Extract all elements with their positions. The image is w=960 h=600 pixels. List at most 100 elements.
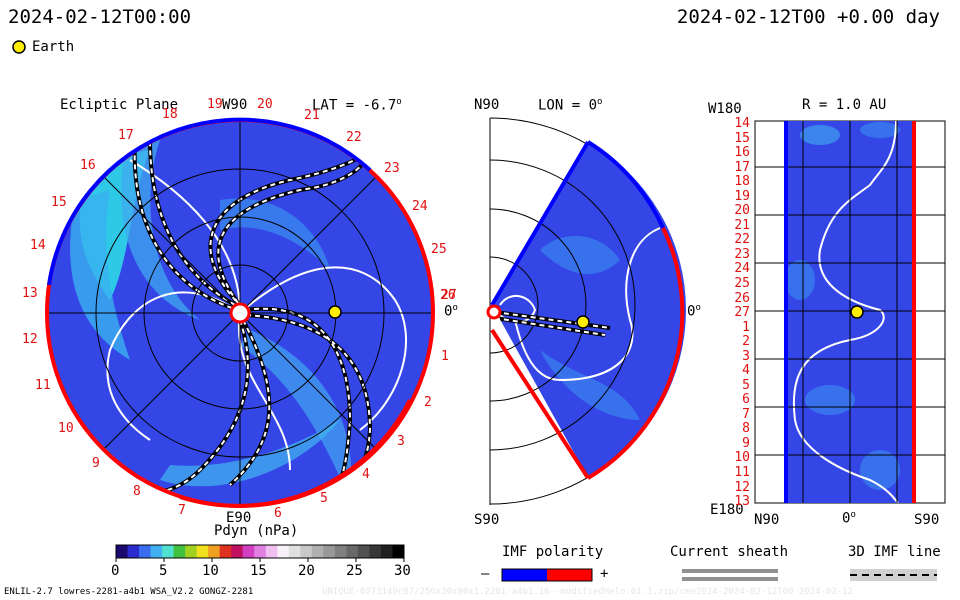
colorbar-swatch <box>208 545 221 558</box>
radial-y-label: 5 <box>742 377 750 393</box>
meridional-right-label: 0o <box>687 303 701 320</box>
colorbar-swatch <box>277 545 290 558</box>
footer-model-info: ENLIL-2.7 lowres-2281-a4b1 WSA_V2.2 GONG… <box>4 587 254 597</box>
imf-line-title: 3D IMF line <box>848 544 941 560</box>
imf-positive-swatch <box>547 569 592 581</box>
ecliptic-top-label: W90 <box>222 97 248 113</box>
radial-y-label: 4 <box>742 363 750 379</box>
carrington-label: 5 <box>320 491 328 506</box>
colorbar-swatch <box>265 545 278 558</box>
colorbar-swatch <box>288 545 301 558</box>
colorbar-swatch <box>334 545 347 558</box>
radial-y-label: 23 <box>734 246 750 262</box>
ecliptic-title: Ecliptic Plane <box>60 97 179 113</box>
colorbar-swatch <box>392 545 405 558</box>
colorbar-swatch <box>173 545 186 558</box>
colorbar-swatch <box>196 545 209 558</box>
carrington-label: 26 <box>440 288 456 303</box>
earth-marker-meridional <box>576 315 590 329</box>
earth-marker-ecliptic <box>328 305 342 319</box>
colorbar-swatch <box>254 545 267 558</box>
colorbar-tick-label: 25 <box>346 563 363 579</box>
radial-bottom-label: E180 <box>710 502 744 518</box>
radial-y-label: 14 <box>734 116 750 131</box>
imf-plus-label: + <box>600 566 609 582</box>
ecliptic-rim-negative <box>47 117 372 286</box>
colorbar-title: Pdyn (nPa) <box>214 523 299 539</box>
carrington-label: 8 <box>133 484 141 499</box>
carrington-label: 23 <box>384 161 400 176</box>
ecliptic-right-label: 0o <box>444 303 458 320</box>
radial-y-label: 15 <box>734 130 750 146</box>
radial-y-label: 21 <box>734 217 750 233</box>
radial-y-label: 24 <box>734 261 750 277</box>
radial-top-label: W180 <box>708 101 742 117</box>
carrington-label: 21 <box>304 108 320 123</box>
radial-y-label: 12 <box>734 479 750 495</box>
right-timestamp: 2024-02-12T00 +0.00 day <box>676 6 940 28</box>
carrington-label: 4 <box>362 467 370 482</box>
colorbar-swatch <box>116 545 129 558</box>
sun-marker-meridional <box>486 304 502 320</box>
carrington-label: 3 <box>397 434 405 449</box>
ecliptic-bottom-label: E90 <box>226 510 252 526</box>
imf-minus-label: – <box>481 566 490 582</box>
colorbar-ticks <box>115 558 405 562</box>
pdyn-colorbar <box>115 544 405 559</box>
carrington-label: 6 <box>274 506 282 521</box>
current-sheath-swatch <box>682 569 778 573</box>
radial-y-label: 3 <box>742 348 750 364</box>
meridional-bottom-label: S90 <box>474 512 500 528</box>
footer-run-id: UNIQUE-0273149c87/256x30x90x1.2281-a4b1.… <box>322 587 854 597</box>
imf-negative-swatch <box>502 569 547 581</box>
radial-y-label: 18 <box>734 174 750 190</box>
carrington-label: 1 <box>441 349 449 364</box>
radial-y-label: 13 <box>734 494 750 509</box>
carrington-label: 27 <box>441 288 457 303</box>
radial-y-label: 25 <box>734 275 750 291</box>
carrington-label: 7 <box>178 503 186 518</box>
sun-marker <box>229 302 251 324</box>
carrington-label: 11 <box>35 378 51 393</box>
radial-panel <box>754 120 946 504</box>
radial-y-label: 27 <box>734 305 750 320</box>
colorbar-swatch <box>346 545 359 558</box>
carrington-label: 15 <box>51 195 67 210</box>
colorbar-swatch <box>323 545 336 558</box>
radial-x-label: N90 <box>754 512 780 528</box>
carrington-label: 16 <box>80 158 96 173</box>
radial-y-label: 26 <box>734 290 750 306</box>
colorbar-swatch <box>150 545 163 558</box>
radial-title: R = 1.0 AU <box>802 97 887 113</box>
colorbar-swatch <box>311 545 324 558</box>
radial-y-label: 8 <box>742 421 750 437</box>
colorbar-swatch <box>231 545 244 558</box>
meridional-panel <box>486 117 686 505</box>
radial-y-label: 17 <box>734 159 750 175</box>
meridional-lon-label: LON = 0o <box>538 97 603 114</box>
colorbar-tick-label: 10 <box>202 563 219 579</box>
colorbar-swatch <box>242 545 255 558</box>
carrington-label: 19 <box>207 97 223 112</box>
ecliptic-plane-panel <box>45 117 435 508</box>
colorbar-swatch <box>357 545 370 558</box>
colorbar-swatch <box>127 545 140 558</box>
radial-y-label: 9 <box>742 435 750 451</box>
radial-y-label: 10 <box>734 450 750 466</box>
ecliptic-lat-label: LAT = -6.7o <box>312 97 402 114</box>
carrington-label: 17 <box>118 128 134 143</box>
colorbar-swatch <box>139 545 152 558</box>
carrington-label: 2 <box>424 395 432 410</box>
colorbar-tick-label: 20 <box>298 563 315 579</box>
left-timestamp: 2024-02-12T00:00 <box>8 6 192 28</box>
radial-y-label: 20 <box>734 203 750 219</box>
carrington-label: 9 <box>92 456 100 471</box>
radial-x-label: S90 <box>914 512 940 528</box>
radial-y-label: 2 <box>742 334 750 350</box>
current-sheath-title: Current sheath <box>670 544 789 560</box>
carrington-label: 25 <box>431 242 447 257</box>
earth-legend-icon <box>12 40 26 54</box>
carrington-label: 24 <box>412 199 428 214</box>
radial-y-label: 7 <box>742 406 750 422</box>
